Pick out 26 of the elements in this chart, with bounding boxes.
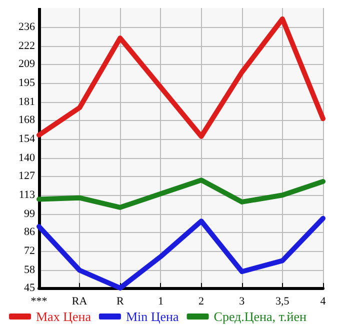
y-tick-label: 140 xyxy=(18,152,36,164)
y-tick-label: 181 xyxy=(18,96,35,108)
y-tick-label: 195 xyxy=(18,77,36,90)
y-tick-label: 222 xyxy=(18,40,35,52)
legend-label: Max Цена xyxy=(36,309,92,324)
y-tick-label: 72 xyxy=(24,245,35,258)
y-tick-label: 168 xyxy=(18,114,36,126)
y-tick-label: 209 xyxy=(18,58,36,70)
x-tick-label: 1 xyxy=(158,296,164,308)
y-tick-label: 154 xyxy=(18,133,36,146)
x-tick-label: RA xyxy=(72,296,88,308)
x-tick-label: 2 xyxy=(198,296,204,308)
y-tick-label: 45 xyxy=(24,282,36,294)
y-tick-label: 86 xyxy=(24,226,36,238)
x-tick-label: 3 xyxy=(239,296,246,308)
x-tick-label: 3,5 xyxy=(276,296,290,308)
legend-label: Min Цена xyxy=(126,309,179,324)
y-tick-label: 99 xyxy=(24,208,36,220)
legend-label: Сред.Цена, т.йен xyxy=(214,309,306,324)
x-tick-label: R xyxy=(116,296,124,308)
y-tick-label: 58 xyxy=(24,264,36,276)
y-tick-label: 127 xyxy=(18,170,36,182)
y-tick-label: 113 xyxy=(18,189,36,202)
x-tick-label: *** xyxy=(30,296,48,308)
y-tick-label: 236 xyxy=(18,21,36,34)
x-tick-label: 4 xyxy=(320,296,326,308)
